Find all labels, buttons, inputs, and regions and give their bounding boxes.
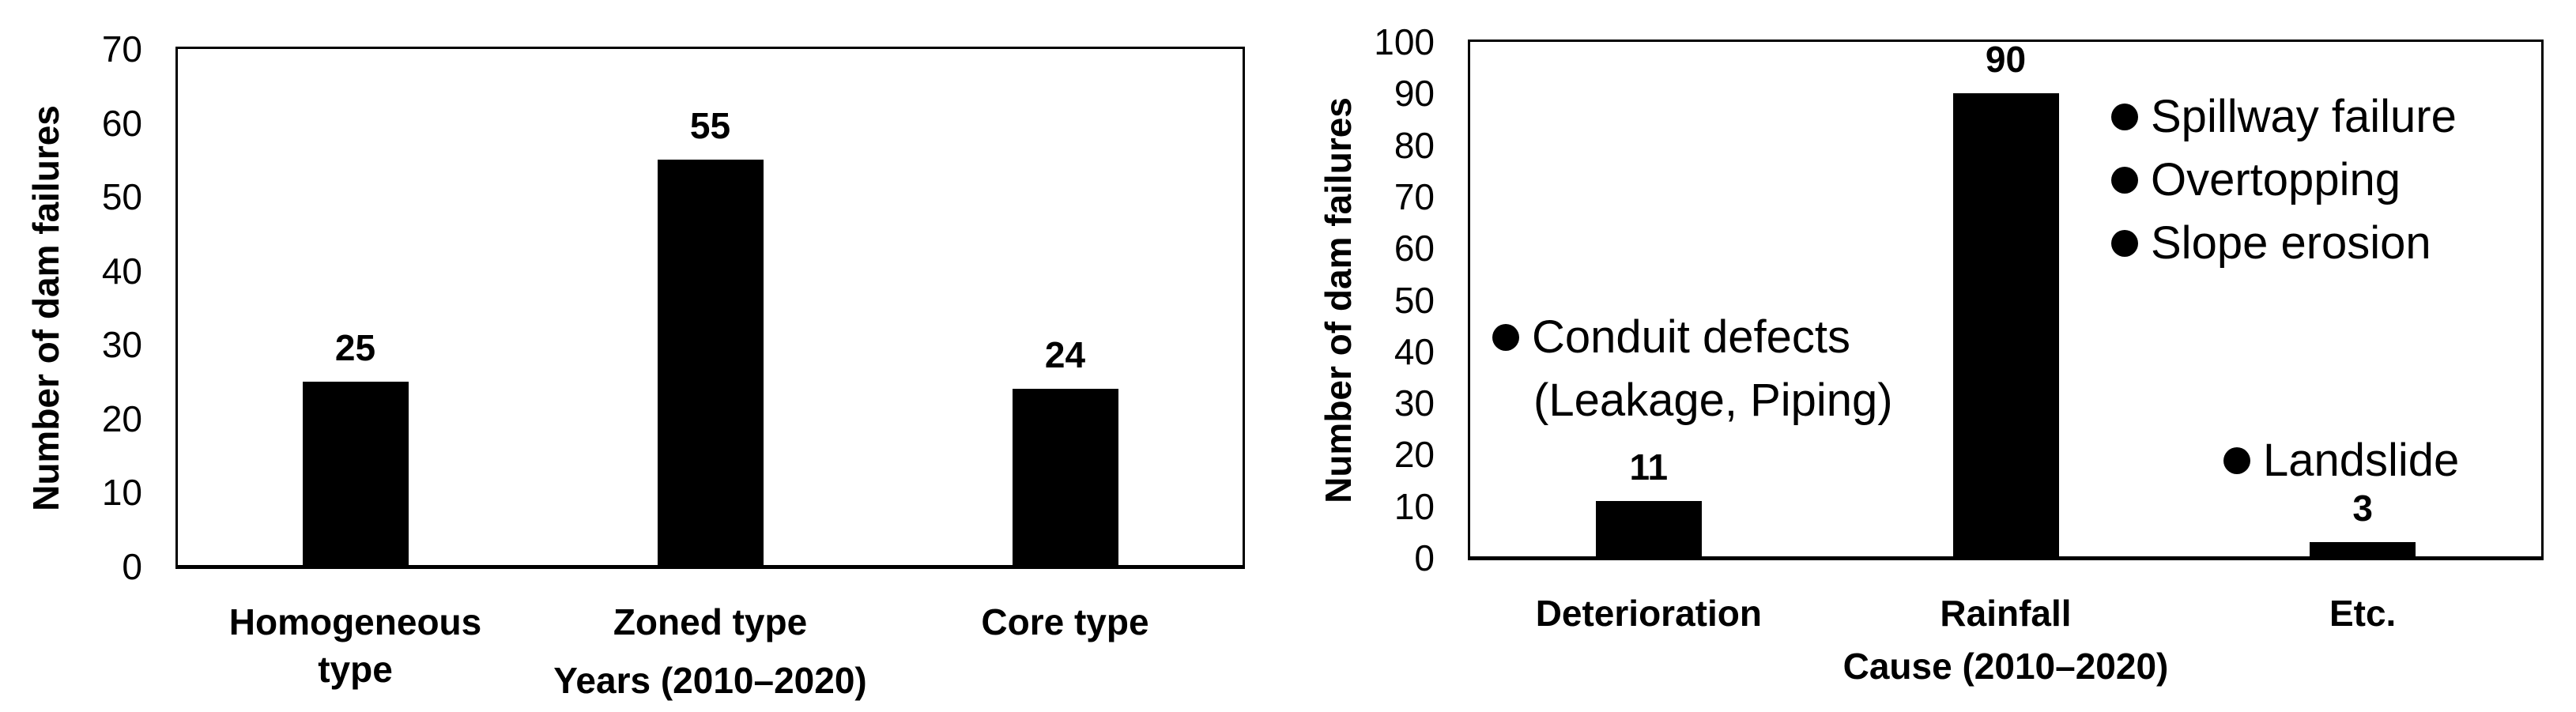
y-axis-label: Number of dam failures xyxy=(25,104,66,511)
y-tick-label: 20 xyxy=(101,397,142,439)
annotation-leakage-piping: (Leakage, Piping) xyxy=(1533,377,1893,424)
annotation-text: Spillway failure xyxy=(2151,91,2457,142)
x-category-line: Rainfall xyxy=(1940,593,2072,634)
bullet-icon xyxy=(2111,167,2138,194)
annotation-landslide: Landslide xyxy=(2223,437,2459,484)
y-tick-label: 80 xyxy=(1394,124,1435,166)
x-category-line: Zoned type xyxy=(613,601,808,642)
bar-dam-type-0 xyxy=(302,382,409,567)
bar-value-label: 90 xyxy=(1985,39,2027,81)
annotation-text: Landslide xyxy=(2263,435,2460,486)
annotation-overtopping: Overtopping xyxy=(2111,156,2401,204)
x-category-line: Deterioration xyxy=(1535,593,1762,634)
y-tick-label: 10 xyxy=(1394,485,1435,527)
x-axis-title: Years (2010–2020) xyxy=(553,660,867,701)
x-axis-title: Cause (2010–2020) xyxy=(1842,646,2169,687)
y-tick-label: 70 xyxy=(101,28,142,70)
x-category-label: Core type xyxy=(888,598,1243,646)
bullet-icon xyxy=(1492,324,1519,351)
x-category-label: Deterioration xyxy=(1472,590,1826,637)
x-category-line: Homogeneous xyxy=(228,601,482,642)
bullet-icon xyxy=(2111,230,2138,257)
x-axis-line xyxy=(175,565,1245,569)
annotation-text: Overtopping xyxy=(2151,154,2401,205)
annotation-conduit-defects: Conduit defects xyxy=(1492,314,1850,361)
y-tick-label: 20 xyxy=(1394,434,1435,476)
y-tick-label: 50 xyxy=(101,176,142,218)
y-tick-label: 0 xyxy=(122,546,142,587)
x-category-line: Core type xyxy=(981,601,1149,642)
bar-value-label: 11 xyxy=(1629,446,1669,488)
annotation-text: (Leakage, Piping) xyxy=(1533,375,1893,426)
bar-dam-cause-2 xyxy=(2310,542,2416,558)
y-tick-label: 0 xyxy=(1414,537,1435,578)
y-tick-label: 70 xyxy=(1394,175,1435,217)
x-category-line: type xyxy=(318,649,393,690)
x-category-label: Rainfall xyxy=(1829,590,2183,637)
x-category-label: Zoned type xyxy=(534,598,888,646)
y-tick-label: 30 xyxy=(101,324,142,366)
annotation-text: Conduit defects xyxy=(1532,311,1851,363)
annotation-spillway-failure: Spillway failure xyxy=(2111,93,2457,141)
y-tick-label: 60 xyxy=(101,102,142,144)
y-tick-label: 100 xyxy=(1374,21,1435,62)
x-category-line: Etc. xyxy=(2329,593,2397,634)
bar-value-label: 55 xyxy=(689,105,731,147)
bar-dam-type-2 xyxy=(1012,389,1118,567)
x-category-label: Etc. xyxy=(2186,590,2540,637)
y-tick-label: 10 xyxy=(101,472,142,514)
y-tick-label: 60 xyxy=(1394,228,1435,269)
bar-dam-cause-0 xyxy=(1595,501,1702,558)
y-tick-label: 50 xyxy=(1394,279,1435,321)
x-axis-line xyxy=(1468,556,2544,560)
bar-value-label: 24 xyxy=(1044,334,1086,376)
y-tick-label: 30 xyxy=(1394,382,1435,424)
annotation-slope-erosion: Slope erosion xyxy=(2111,220,2431,267)
x-category-label: Homogeneous type xyxy=(179,598,533,693)
bar-dam-cause-1 xyxy=(1952,93,2059,558)
y-tick-label: 40 xyxy=(1394,330,1435,372)
bar-dam-type-1 xyxy=(657,160,764,567)
annotation-text: Slope erosion xyxy=(2151,217,2431,269)
bullet-icon xyxy=(2223,447,2250,474)
y-tick-label: 40 xyxy=(101,250,142,292)
bar-value-label: 3 xyxy=(2352,488,2373,529)
y-tick-label: 90 xyxy=(1394,73,1435,115)
bar-value-label: 25 xyxy=(334,327,376,369)
bullet-icon xyxy=(2111,104,2138,130)
